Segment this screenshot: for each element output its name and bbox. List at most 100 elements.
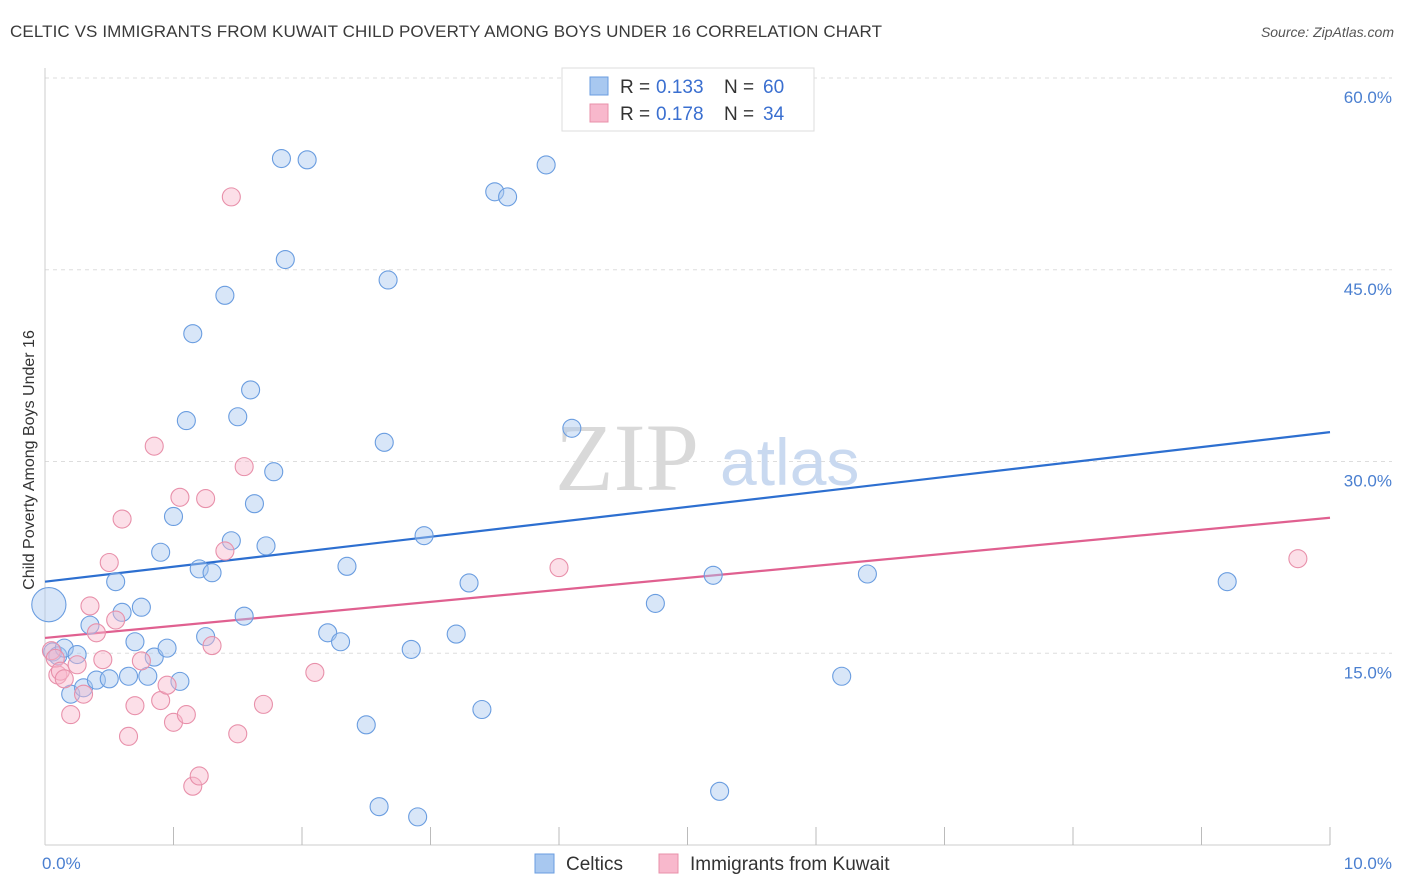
point-celtics-50 <box>498 187 518 207</box>
point-celtics-44 <box>408 807 428 827</box>
point-celtics-45 <box>414 526 434 546</box>
point-kuwait-4 <box>54 669 74 689</box>
watermark-atlas: atlas <box>720 425 859 499</box>
legend-n-label-2: N = <box>724 104 754 125</box>
point-celtics-7 <box>80 615 100 635</box>
gridlines <box>45 77 1392 654</box>
point-celtics-40 <box>369 797 389 817</box>
bottom-legend: Celtics Immigrants from Kuwait <box>534 853 890 875</box>
point-celtics-56 <box>832 666 852 686</box>
point-celtics-39 <box>356 715 376 735</box>
point-celtics-22 <box>189 559 209 579</box>
point-kuwait-11 <box>99 552 119 573</box>
point-celtics-48 <box>472 699 492 720</box>
point-kuwait-23 <box>183 776 203 796</box>
point-celtics-29 <box>241 380 261 400</box>
point-celtics-16 <box>151 542 171 562</box>
point-kuwait-32 <box>305 662 325 682</box>
point-celtics-11 <box>118 666 139 686</box>
x-tick-label-1: 10.0% <box>1344 854 1392 873</box>
legend-r-value-2: 0.178 <box>656 104 704 125</box>
y-tick-label-1: 30.0% <box>1344 472 1392 491</box>
point-celtics-35 <box>297 150 317 170</box>
point-celtics-53 <box>645 593 665 613</box>
point-celtics-46 <box>446 624 466 644</box>
point-celtics-43 <box>401 639 421 659</box>
legend-r-label-1: R = <box>620 77 650 98</box>
point-celtics-33 <box>271 148 291 169</box>
point-celtics-12 <box>125 632 145 652</box>
point-celtics-37 <box>330 632 351 652</box>
point-celtics-9 <box>106 572 126 592</box>
point-kuwait-24 <box>189 766 209 786</box>
point-celtics-25 <box>215 285 235 305</box>
point-celtics-10 <box>112 602 132 622</box>
axes <box>44 68 1331 846</box>
y-tick-label-0: 15.0% <box>1344 663 1392 682</box>
point-celtics-30 <box>244 494 265 514</box>
legend-swatch-kuwait <box>589 103 609 123</box>
point-kuwait-21 <box>170 487 190 507</box>
watermark: ZIP atlas <box>555 404 859 511</box>
legend-swatch-celtics <box>589 76 609 96</box>
point-kuwait-33 <box>549 558 569 578</box>
source-label: Source: ZipAtlas.com <box>1260 24 1394 40</box>
point-celtics-13 <box>131 597 151 617</box>
point-celtics-18 <box>163 506 184 527</box>
point-kuwait-34 <box>1288 549 1308 569</box>
point-celtics-28 <box>234 606 254 626</box>
point-kuwait-10 <box>93 650 113 670</box>
y-tick-label-2: 45.0% <box>1344 280 1392 299</box>
point-kuwait-30 <box>234 457 254 477</box>
point-celtics-24 <box>202 563 222 583</box>
point-celtics-17 <box>157 638 177 658</box>
point-kuwait-31 <box>253 694 274 714</box>
point-kuwait-26 <box>202 636 222 656</box>
point-celtics-27 <box>228 407 248 427</box>
y-tick-labels: 15.0% 30.0% 45.0% 60.0% <box>1344 88 1392 682</box>
point-kuwait-29 <box>228 724 248 744</box>
point-celtics-0 <box>31 587 67 623</box>
point-celtics-31 <box>256 536 276 556</box>
point-celtics-54 <box>703 565 723 585</box>
legend-r-label-2: R = <box>620 104 650 125</box>
point-celtics-34 <box>275 249 295 270</box>
point-celtics-32 <box>264 462 284 482</box>
bottom-legend-label-celtics: Celtics <box>566 854 623 875</box>
x-tick-labels: 0.0% 10.0% <box>42 854 1392 873</box>
point-celtics-52 <box>562 418 582 438</box>
y-tick-label-3: 60.0% <box>1344 88 1392 107</box>
point-celtics-49 <box>485 182 505 202</box>
bottom-legend-label-kuwait: Immigrants from Kuwait <box>690 854 890 875</box>
point-celtics-58 <box>1217 572 1237 592</box>
legend: R = 0.133 N = 60 R = 0.178 N = 34 <box>561 67 815 132</box>
point-kuwait-16 <box>131 651 151 671</box>
point-kuwait-6 <box>67 655 87 675</box>
point-kuwait-1 <box>45 648 65 668</box>
point-kuwait-17 <box>144 436 164 456</box>
point-celtics-21 <box>183 324 203 344</box>
point-celtics-51 <box>536 155 556 175</box>
point-celtics-41 <box>374 432 394 452</box>
point-celtics-38 <box>337 556 357 576</box>
point-kuwait-22 <box>176 705 196 725</box>
point-kuwait-19 <box>157 675 177 695</box>
trend-line-kuwait <box>44 516 1331 640</box>
point-kuwait-12 <box>106 610 126 630</box>
point-celtics-20 <box>176 411 196 431</box>
point-kuwait-25 <box>196 489 216 509</box>
point-kuwait-9 <box>86 623 106 643</box>
chart-title: CELTIC VS IMMIGRANTS FROM KUWAIT CHILD P… <box>10 22 883 41</box>
legend-r-value-1: 0.133 <box>656 77 704 98</box>
point-kuwait-15 <box>125 696 145 716</box>
point-celtics-55 <box>710 781 730 801</box>
bottom-legend-swatch-kuwait <box>658 853 679 874</box>
point-celtics-26 <box>221 531 241 551</box>
point-kuwait-27 <box>215 541 235 561</box>
point-celtics-19 <box>170 671 190 691</box>
point-celtics-2 <box>48 646 68 666</box>
point-celtics-59 <box>99 669 119 689</box>
data-points <box>31 148 1308 827</box>
x-tick-label-0: 0.0% <box>42 854 81 873</box>
